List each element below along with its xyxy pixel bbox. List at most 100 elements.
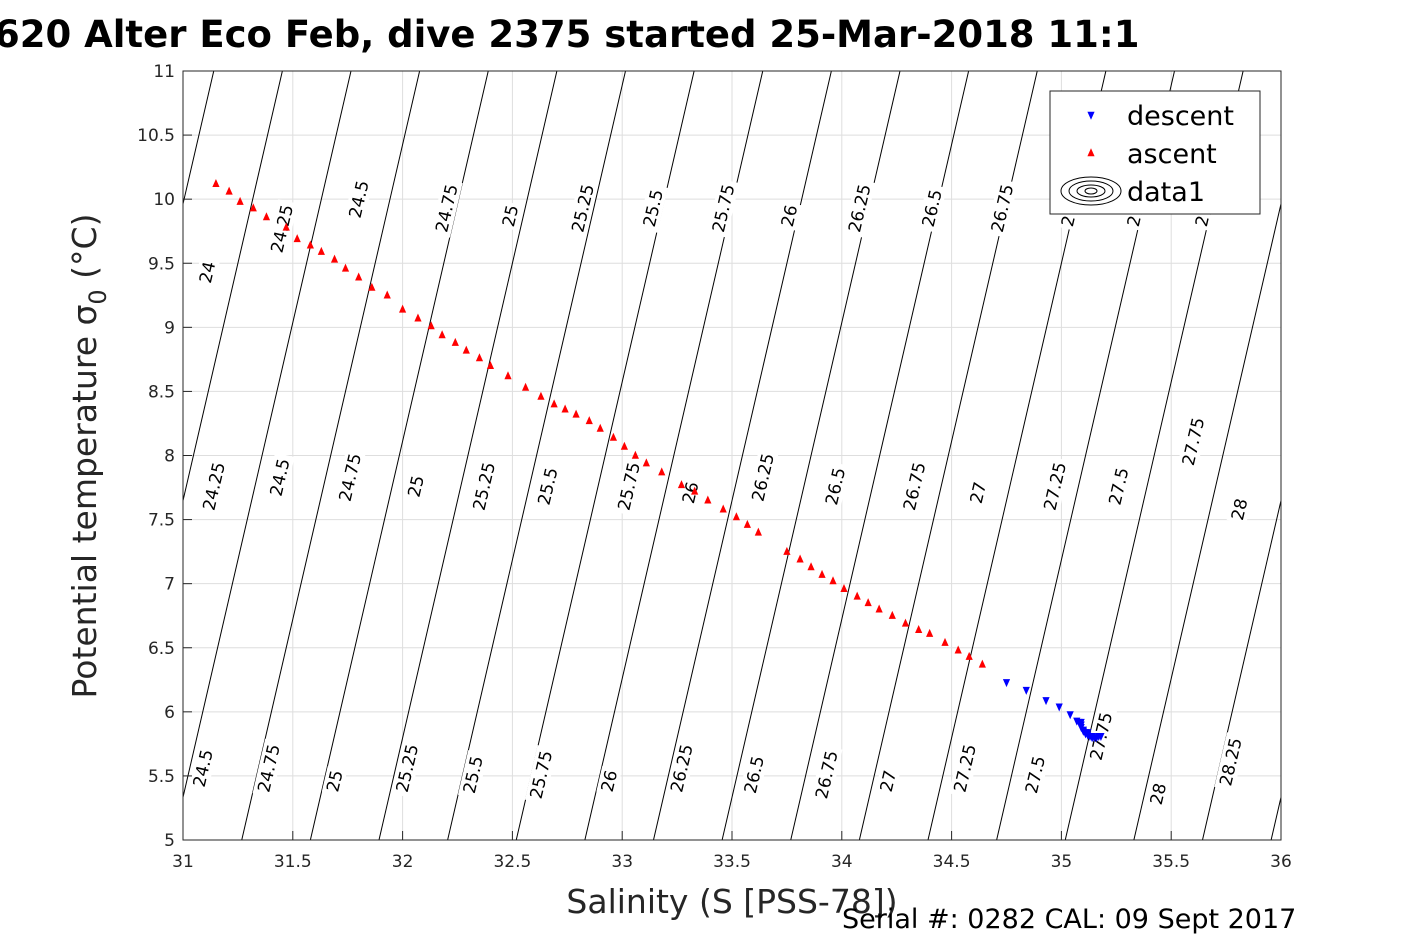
density-contour-label-bg bbox=[1103, 461, 1134, 511]
density-contour-label-bg bbox=[1038, 456, 1071, 516]
descent-series bbox=[1002, 679, 1105, 743]
density-contour-label-bg bbox=[532, 461, 563, 511]
density-contour-label-bg bbox=[194, 257, 220, 288]
density-contour-label-bg bbox=[810, 745, 843, 805]
y-tick-label: 6.5 bbox=[148, 639, 175, 659]
density-contour-label: 25 bbox=[403, 471, 429, 502]
ascent-point bbox=[355, 272, 363, 281]
density-contour-label-text: 25 bbox=[499, 203, 523, 229]
x-tick-label: 33 bbox=[611, 852, 633, 872]
y-axis-label: Potential temperature σ0 (°C) bbox=[65, 214, 112, 699]
density-contour-label-text: 27 bbox=[877, 768, 901, 794]
y-tick-label: 9.5 bbox=[148, 254, 175, 274]
density-contour-label-bg bbox=[1214, 732, 1247, 792]
density-contour-label: 25 bbox=[321, 766, 348, 796]
y-tick-label: 6 bbox=[164, 703, 175, 723]
density-contour-label-bg bbox=[898, 456, 931, 516]
ascent-point bbox=[486, 360, 495, 369]
ascent-point bbox=[954, 645, 962, 654]
ascent-point bbox=[330, 254, 339, 263]
density-contour-line bbox=[182, 70, 215, 205]
y-axis-label-subscript: 0 bbox=[84, 289, 112, 304]
ascent-point bbox=[596, 423, 604, 432]
density-contour-label-text: 2 bbox=[1058, 214, 1080, 229]
density-contour-label-bg bbox=[430, 178, 463, 238]
ascent-point bbox=[965, 651, 973, 660]
density-contour-label-bg bbox=[596, 766, 622, 796]
density-contour-label-text: 2 bbox=[1192, 214, 1214, 229]
density-contour-label: 27 bbox=[875, 766, 901, 796]
density-contour-line bbox=[378, 70, 558, 841]
legend-ascent-marker bbox=[1087, 148, 1095, 157]
ascent-point bbox=[901, 618, 910, 627]
ascent-point bbox=[451, 337, 459, 346]
x-tick-label: 35 bbox=[1051, 852, 1073, 872]
ascent-point bbox=[732, 512, 740, 521]
density-contour-label-bg bbox=[665, 738, 698, 798]
ascent-point bbox=[743, 519, 751, 528]
density-contour-label-bg bbox=[457, 749, 488, 800]
chart-title: 620 Alter Eco Feb, dive 2375 started 25-… bbox=[0, 13, 1139, 56]
ascent-point bbox=[249, 203, 257, 212]
y-tick-label: 9 bbox=[164, 318, 175, 338]
ascent-point bbox=[504, 371, 512, 380]
ascent-point bbox=[864, 598, 872, 607]
ascent-point bbox=[609, 432, 618, 441]
legend: descent ascent data1 bbox=[1049, 90, 1261, 215]
descent-point bbox=[1077, 718, 1085, 727]
density-contour-label-bg bbox=[497, 200, 523, 231]
density-contour-label: 26.25 bbox=[843, 178, 876, 238]
x-tick-label: 36 bbox=[1270, 852, 1292, 872]
density-contour-label-bg bbox=[948, 738, 981, 798]
y-tick-label: 11 bbox=[153, 62, 175, 82]
y-axis-label-main: Potential temperature σ bbox=[65, 305, 104, 699]
descent-point bbox=[1055, 703, 1063, 712]
density-contour-line bbox=[447, 70, 626, 841]
y-tick-label: 10 bbox=[153, 190, 175, 210]
y-tick-label: 5 bbox=[164, 831, 175, 851]
x-tick-label: 35.5 bbox=[1152, 852, 1190, 872]
legend-descent-marker bbox=[1087, 111, 1095, 120]
density-contour-label-bg bbox=[343, 174, 374, 224]
ascent-point bbox=[383, 290, 391, 299]
ascent-point bbox=[642, 458, 650, 467]
density-contour-label: 26 bbox=[596, 766, 622, 796]
density-contour-label-bg bbox=[1145, 778, 1171, 809]
ascent-point bbox=[262, 212, 271, 221]
density-contour-label-bg bbox=[707, 178, 740, 238]
density-contour-label-bg bbox=[390, 738, 424, 798]
density-contour-label-bg bbox=[965, 477, 991, 508]
density-contour-label-bg bbox=[333, 447, 366, 507]
ascent-point bbox=[572, 409, 580, 418]
y-tick-label: 5.5 bbox=[148, 767, 175, 787]
ascent-point bbox=[620, 441, 628, 450]
density-contour-label-bg bbox=[820, 461, 851, 511]
y-tick-label: 7.5 bbox=[148, 511, 175, 531]
density-contour-label: 24 bbox=[194, 257, 220, 288]
ascent-point bbox=[691, 486, 699, 495]
density-contour-label-bg bbox=[1190, 210, 1214, 232]
density-contour-line bbox=[653, 70, 832, 841]
density-contour-label-bg bbox=[875, 766, 901, 796]
density-contour-label-text: 26 bbox=[778, 203, 802, 229]
ascent-point bbox=[829, 576, 837, 585]
density-contour-label-bg bbox=[566, 178, 599, 238]
density-contour-label: 28 bbox=[1226, 494, 1252, 525]
ascent-point bbox=[807, 562, 815, 571]
ascent-point bbox=[704, 495, 712, 504]
density-contour-label-bg bbox=[403, 471, 429, 502]
legend-contour-ring bbox=[1076, 184, 1106, 198]
x-tick-label: 33.5 bbox=[713, 852, 751, 872]
density-contour-label-text: 24 bbox=[196, 260, 220, 286]
ascent-point bbox=[521, 382, 530, 391]
descent-point bbox=[1097, 732, 1105, 741]
legend-label-descent: descent bbox=[1127, 101, 1234, 132]
ascent-series bbox=[212, 178, 986, 668]
ascent-point bbox=[462, 345, 470, 354]
density-contour-label-bg bbox=[677, 477, 703, 508]
density-contour-label-text: 2 bbox=[1124, 214, 1146, 229]
descent-point bbox=[1042, 697, 1050, 706]
ascent-point bbox=[677, 480, 686, 489]
ascent-point bbox=[306, 240, 314, 249]
